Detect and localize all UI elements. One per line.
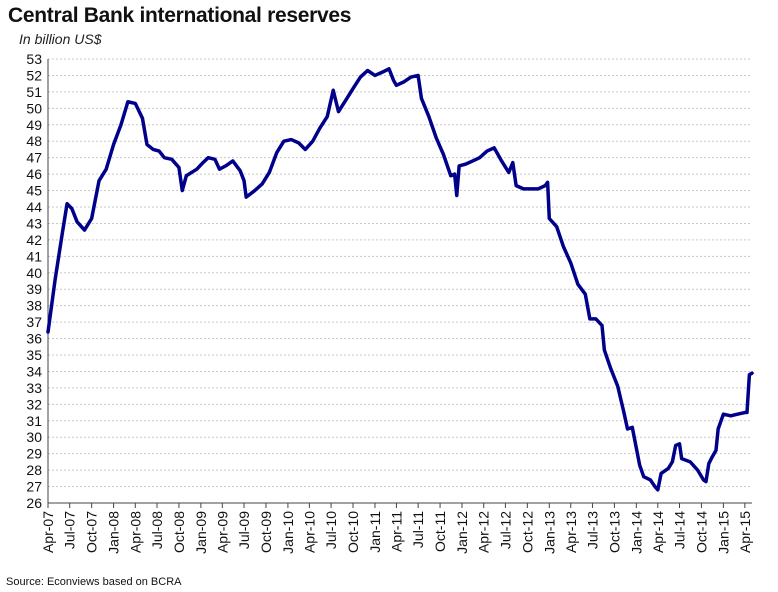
x-tick-label: Apr-13 xyxy=(563,511,579,553)
x-tick-label: Apr-15 xyxy=(737,511,753,553)
y-tick-label: 50 xyxy=(26,100,42,116)
y-tick-label: 33 xyxy=(26,380,42,396)
x-tick-label: Jul-12 xyxy=(497,511,513,549)
y-tick-label: 29 xyxy=(26,446,42,462)
y-tick-label: 48 xyxy=(26,133,42,149)
source-note: Source: Econviews based on BCRA xyxy=(6,576,182,588)
y-tick-label: 27 xyxy=(26,479,42,495)
x-tick-label: Oct-07 xyxy=(84,511,100,553)
x-tick-label: Jan-11 xyxy=(367,511,383,553)
y-tick-label: 46 xyxy=(26,166,42,182)
chart-title: Central Bank international reserves xyxy=(8,4,352,27)
y-tick-label: 40 xyxy=(26,265,42,281)
reserves-line xyxy=(46,67,754,492)
x-tick-label: Oct-14 xyxy=(693,511,709,553)
y-tick-label: 49 xyxy=(26,117,42,133)
x-tick-label: Jan-13 xyxy=(541,511,557,554)
y-tick-label: 53 xyxy=(26,51,42,67)
y-tick-label: 31 xyxy=(26,413,42,429)
x-tick-label: Apr-09 xyxy=(214,511,230,553)
x-tick-label: Oct-13 xyxy=(606,511,622,553)
axes xyxy=(47,59,752,508)
y-tick-label: 39 xyxy=(26,281,42,297)
x-tick-label: Jul-11 xyxy=(410,511,426,548)
x-tick-label: Jul-10 xyxy=(323,511,339,549)
x-tick-label: Jul-13 xyxy=(584,511,600,549)
y-tick-label: 37 xyxy=(26,314,42,330)
x-tick-label: Apr-07 xyxy=(40,511,56,553)
gridlines xyxy=(48,58,752,488)
y-tick-label: 52 xyxy=(26,67,42,83)
y-tick-label: 45 xyxy=(26,183,42,199)
y-tick-label: 51 xyxy=(26,84,42,100)
x-tick-label: Jul-09 xyxy=(236,511,252,549)
x-tick-label: Jan-14 xyxy=(628,511,644,554)
x-tick-labels: Apr-07 Jul-07 Oct-07 Jan-08 Apr-08 Jul-08 Oct-… xyxy=(40,511,753,554)
x-tick-label: Oct-09 xyxy=(258,511,274,553)
y-tick-label: 42 xyxy=(26,232,42,248)
x-tick-label: Apr-08 xyxy=(127,511,143,553)
y-tick-label: 43 xyxy=(26,215,42,231)
x-tick-label: Apr-14 xyxy=(650,511,666,553)
x-tick-label: Jan-15 xyxy=(715,511,731,554)
x-tick-label: Oct-08 xyxy=(171,511,187,553)
x-tick-label: Jul-08 xyxy=(149,511,165,549)
series-layer xyxy=(46,67,754,492)
x-tick-label: Apr-11 xyxy=(388,511,404,552)
y-tick-label: 41 xyxy=(26,248,42,264)
y-tick-label: 30 xyxy=(26,429,42,445)
chart-subtitle: In billion US$ xyxy=(19,31,102,47)
y-tick-label: 44 xyxy=(26,199,42,215)
x-tick-label: Jan-12 xyxy=(454,511,470,554)
y-tick-label: 28 xyxy=(26,462,42,478)
y-tick-label: 34 xyxy=(26,363,42,379)
x-tick-label: Apr-12 xyxy=(476,511,492,553)
x-tick-label: Oct-12 xyxy=(519,511,535,553)
y-tick-labels: 2627282930313233343536373839404142434445… xyxy=(26,51,42,511)
x-tick-label: Jul-14 xyxy=(672,511,688,549)
y-tick-label: 47 xyxy=(26,150,42,166)
x-tick-label: Jan-09 xyxy=(193,511,209,554)
x-tick-label: Oct-11 xyxy=(432,511,448,552)
y-tick-label: 36 xyxy=(26,331,42,347)
x-tick-label: Apr-10 xyxy=(301,511,317,553)
x-tick-label: Jan-08 xyxy=(106,511,122,554)
y-tick-label: 38 xyxy=(26,298,42,314)
y-tick-label: 26 xyxy=(26,495,42,511)
x-tick-label: Oct-10 xyxy=(345,511,361,553)
x-tick-label: Jul-07 xyxy=(62,511,78,549)
y-tick-label: 32 xyxy=(26,396,42,412)
y-tick-label: 35 xyxy=(26,347,42,363)
x-tick-label: Jan-10 xyxy=(280,511,296,554)
